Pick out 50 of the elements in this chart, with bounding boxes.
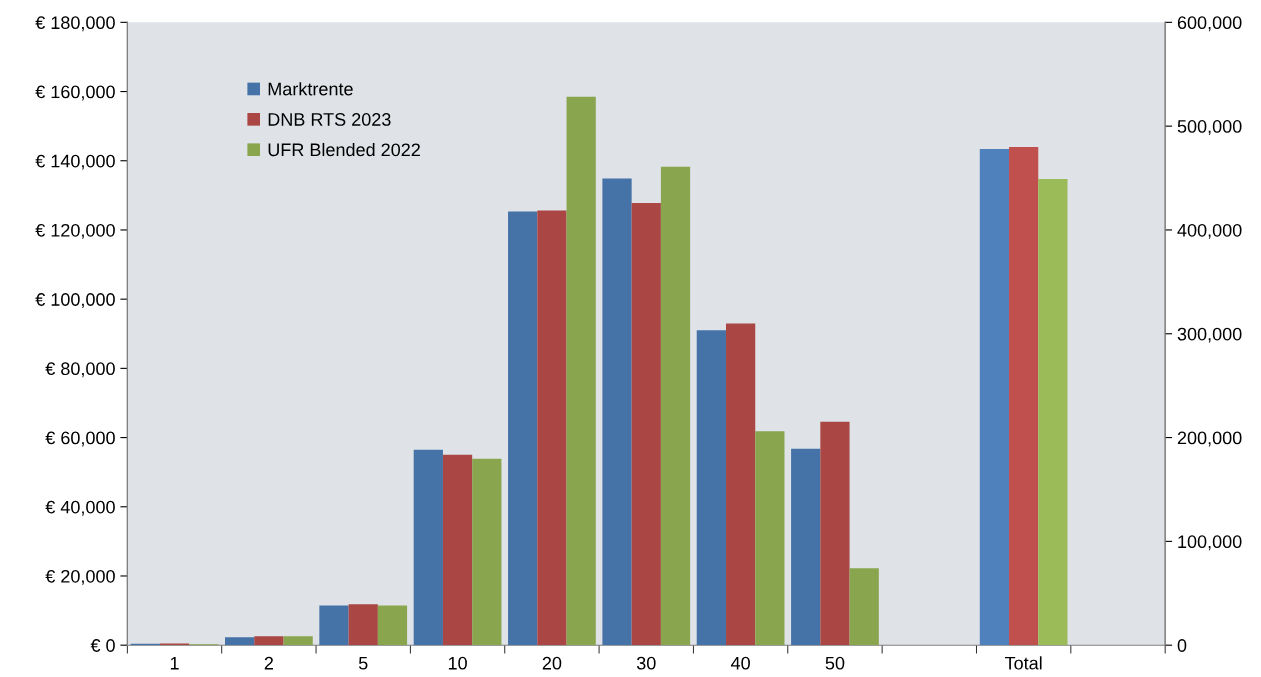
x-tick-label: 2 (264, 656, 273, 670)
legend-label: DNB RTS 2023 (268, 113, 391, 126)
y-tick-label: € 60,000 (45, 431, 115, 447)
x-tick-label: 20 (542, 656, 562, 670)
x-tick-label: 1 (170, 656, 179, 670)
bar (283, 636, 313, 646)
x-tick-label: 10 (448, 656, 467, 670)
bar (537, 210, 567, 646)
x-tick-label: 50 (825, 656, 845, 670)
y-tick-label: € 0 (90, 639, 115, 652)
bar (442, 454, 473, 646)
y-tick-label: € 100,000 (35, 293, 115, 309)
bar (377, 605, 408, 646)
legend-label: Marktrente (268, 82, 353, 96)
y2-tick-label: 300,000 (1177, 327, 1242, 343)
y2-tick-label: 400,000 (1177, 223, 1242, 239)
y-tick-label: € 120,000 (35, 223, 115, 239)
bar (791, 448, 821, 646)
bar (566, 96, 596, 646)
y-tick-label: € 160,000 (35, 85, 115, 101)
y-tick-label: € 180,000 (35, 16, 115, 32)
legend-label: UFR Blended 2022 (268, 142, 420, 157)
bar (660, 166, 691, 646)
bar (413, 449, 443, 646)
bar (696, 330, 726, 646)
y2-tick-label: 100,000 (1178, 535, 1242, 551)
bar (508, 211, 538, 646)
bar (602, 178, 632, 646)
x-tick-label: 30 (636, 656, 656, 670)
y2-tick-label: 600,000 (1177, 16, 1242, 32)
bar (254, 636, 284, 646)
y2-tick-label: 500,000 (1177, 120, 1242, 135)
bar (319, 605, 349, 646)
bar (755, 431, 785, 646)
y2-tick-label: 0 (1177, 639, 1187, 652)
bar (225, 637, 255, 646)
bar (820, 421, 850, 646)
x-tick-label: 5 (358, 656, 368, 670)
bar (472, 458, 502, 646)
y2-tick-label: 200,000 (1177, 431, 1242, 447)
y-tick-label: € 20,000 (45, 569, 115, 585)
x-tick-label: 40 (730, 656, 750, 670)
y-tick-label: € 140,000 (35, 154, 115, 170)
x-tick-label: Total (1004, 656, 1042, 670)
bar (631, 202, 661, 646)
y-tick-label: € 40,000 (45, 500, 115, 516)
y-tick-label: € 80,000 (45, 362, 115, 378)
bar (849, 568, 879, 646)
bar (725, 323, 756, 646)
bar (348, 604, 378, 646)
